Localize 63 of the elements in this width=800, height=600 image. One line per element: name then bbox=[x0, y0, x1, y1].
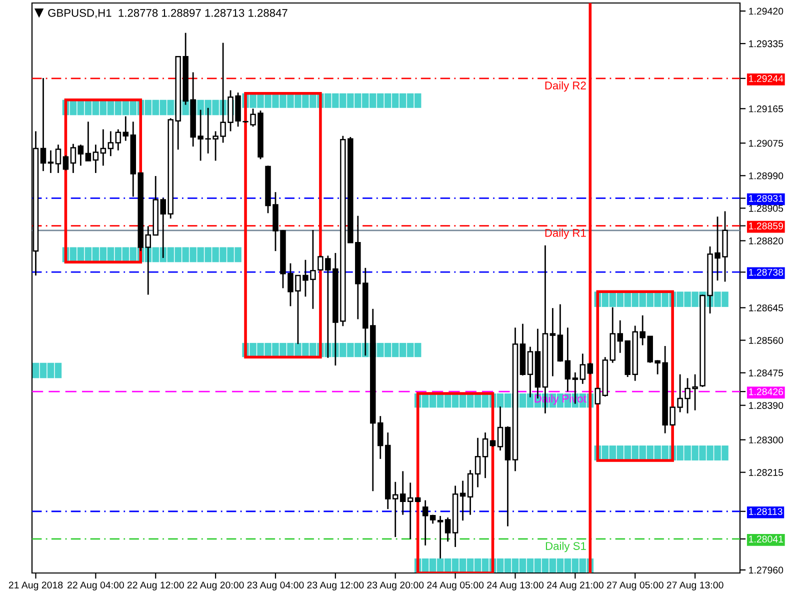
y-tick-label: 1.29165 bbox=[749, 105, 784, 112]
candlestick bbox=[444, 516, 451, 542]
candlestick bbox=[85, 120, 92, 162]
y-tick-label: 1.29244 bbox=[749, 75, 784, 82]
x-tick-label: 23 Aug 04:00 bbox=[247, 582, 304, 590]
ref-line-label: Daily S1 bbox=[546, 542, 586, 552]
candlestick bbox=[594, 387, 601, 404]
candlestick bbox=[400, 470, 406, 516]
candlestick bbox=[115, 128, 122, 152]
candlestick bbox=[122, 116, 129, 142]
candlestick bbox=[78, 144, 84, 166]
y-tick-label: 1.28215 bbox=[749, 469, 784, 476]
y-tick-label: 1.28390 bbox=[749, 402, 784, 409]
y-tick-label: 1.29420 bbox=[749, 8, 784, 15]
chart-title: GBPUSD,H1 1.28778 1.28897 1.28713 1.28847 bbox=[48, 8, 288, 18]
candlestick bbox=[62, 154, 69, 171]
y-tick-label: 1.28113 bbox=[749, 508, 782, 515]
candlestick bbox=[550, 307, 556, 377]
y-tick-label: 1.28990 bbox=[749, 172, 784, 180]
y-tick-label: 1.28645 bbox=[749, 304, 784, 312]
y-tick-label: 1.28041 bbox=[749, 536, 783, 543]
candlestick bbox=[40, 77, 46, 172]
x-tick-label: 24 Aug 13:00 bbox=[487, 582, 544, 590]
candlestick bbox=[392, 481, 398, 538]
y-tick-label: 1.28859 bbox=[749, 222, 784, 230]
candlestick bbox=[108, 130, 114, 157]
y-tick-label: 1.28931 bbox=[749, 194, 783, 202]
candlestick bbox=[422, 500, 428, 546]
candlestick bbox=[70, 143, 76, 174]
x-tick-label: 27 Aug 13:00 bbox=[666, 582, 724, 590]
candlestick bbox=[580, 352, 586, 385]
x-tick-label: 24 Aug 21:00 bbox=[547, 582, 604, 590]
x-tick-label: 22 Aug 20:00 bbox=[187, 582, 244, 590]
candlestick bbox=[460, 480, 466, 522]
y-tick-label: 1.29335 bbox=[749, 40, 784, 48]
candlestick bbox=[48, 150, 54, 174]
y-tick-label: 1.27960 bbox=[749, 566, 784, 574]
ref-line-label: Daily R1 bbox=[545, 228, 586, 239]
candlestick bbox=[100, 128, 106, 166]
candlestick bbox=[564, 326, 571, 392]
y-tick-label: 1.28300 bbox=[749, 436, 784, 444]
y-tick-label: 1.28426 bbox=[749, 388, 784, 396]
y-tick-label: 1.29075 bbox=[749, 140, 784, 147]
candlestick bbox=[407, 482, 414, 540]
y-tick-label: 1.28820 bbox=[749, 237, 784, 244]
candlestick bbox=[467, 469, 474, 516]
candlestick bbox=[587, 362, 594, 376]
x-tick-label: 27 Aug 05:00 bbox=[606, 582, 664, 590]
ref-line-label: Daily R2 bbox=[545, 81, 586, 92]
candlestick bbox=[55, 144, 62, 174]
candlestick bbox=[92, 144, 99, 174]
candlestick bbox=[482, 432, 488, 479]
candlestick bbox=[474, 437, 481, 488]
y-tick-label: 1.28560 bbox=[749, 336, 784, 344]
y-tick-label: 1.28905 bbox=[749, 204, 784, 212]
x-tick-label: 23 Aug 20:00 bbox=[367, 582, 424, 590]
x-tick-label: 24 Aug 05:00 bbox=[427, 582, 484, 590]
y-tick-label: 1.28475 bbox=[749, 370, 784, 376]
x-tick-label: 23 Aug 12:00 bbox=[307, 582, 364, 590]
x-tick-label: 22 Aug 12:00 bbox=[127, 582, 184, 590]
x-tick-label: 22 Aug 04:00 bbox=[68, 582, 124, 590]
x-tick-label: 21 Aug 2018 bbox=[8, 582, 63, 590]
y-tick-label: 1.28738 bbox=[749, 268, 784, 276]
